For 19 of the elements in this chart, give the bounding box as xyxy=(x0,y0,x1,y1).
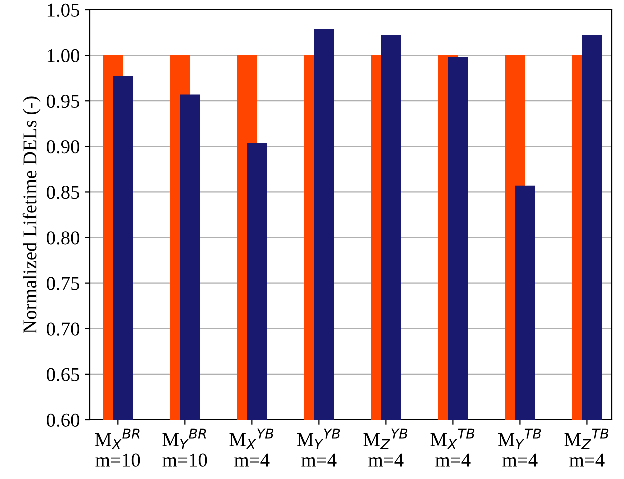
x-tick-label: M$_{X}$$^{TB}$ m=4 xyxy=(430,428,475,467)
x-tick-label: M$_{X}$$^{BR}$ m=10 xyxy=(95,428,140,467)
y-tick-label: 1.05 xyxy=(48,4,80,18)
y-tick-label: 0.65 xyxy=(46,368,80,382)
x-tick-label: M$_{Y}$$^{BR}$ m=10 xyxy=(162,428,208,467)
y-tick-label: 0.75 xyxy=(46,277,80,290)
y-tick-label: 0.85 xyxy=(46,186,80,200)
y-axis-title: Normalized Lifetime DELs (-) xyxy=(22,96,41,334)
x-tick-label: M$_{Y}$$^{YB}$ m=4 xyxy=(297,428,340,467)
y-tick-label: 0.90 xyxy=(46,140,80,154)
x-tick-label: M$_{X}$$^{YB}$ m=4 xyxy=(230,428,274,467)
y-tick-label: 0.70 xyxy=(46,322,80,336)
x-tick-label: M$_{Z}$$^{TB}$ m=4 xyxy=(564,428,609,467)
x-tick-label: M$_{Y}$$^{TB}$ m=4 xyxy=(498,428,542,467)
y-tick-label: 0.80 xyxy=(46,232,80,245)
y-tick-label: 0.60 xyxy=(46,414,80,428)
y-tick-label: 0.95 xyxy=(46,94,80,108)
x-tick-label: M$_{Z}$$^{YB}$ m=4 xyxy=(364,428,408,467)
y-tick-label: 1.00 xyxy=(48,49,80,63)
